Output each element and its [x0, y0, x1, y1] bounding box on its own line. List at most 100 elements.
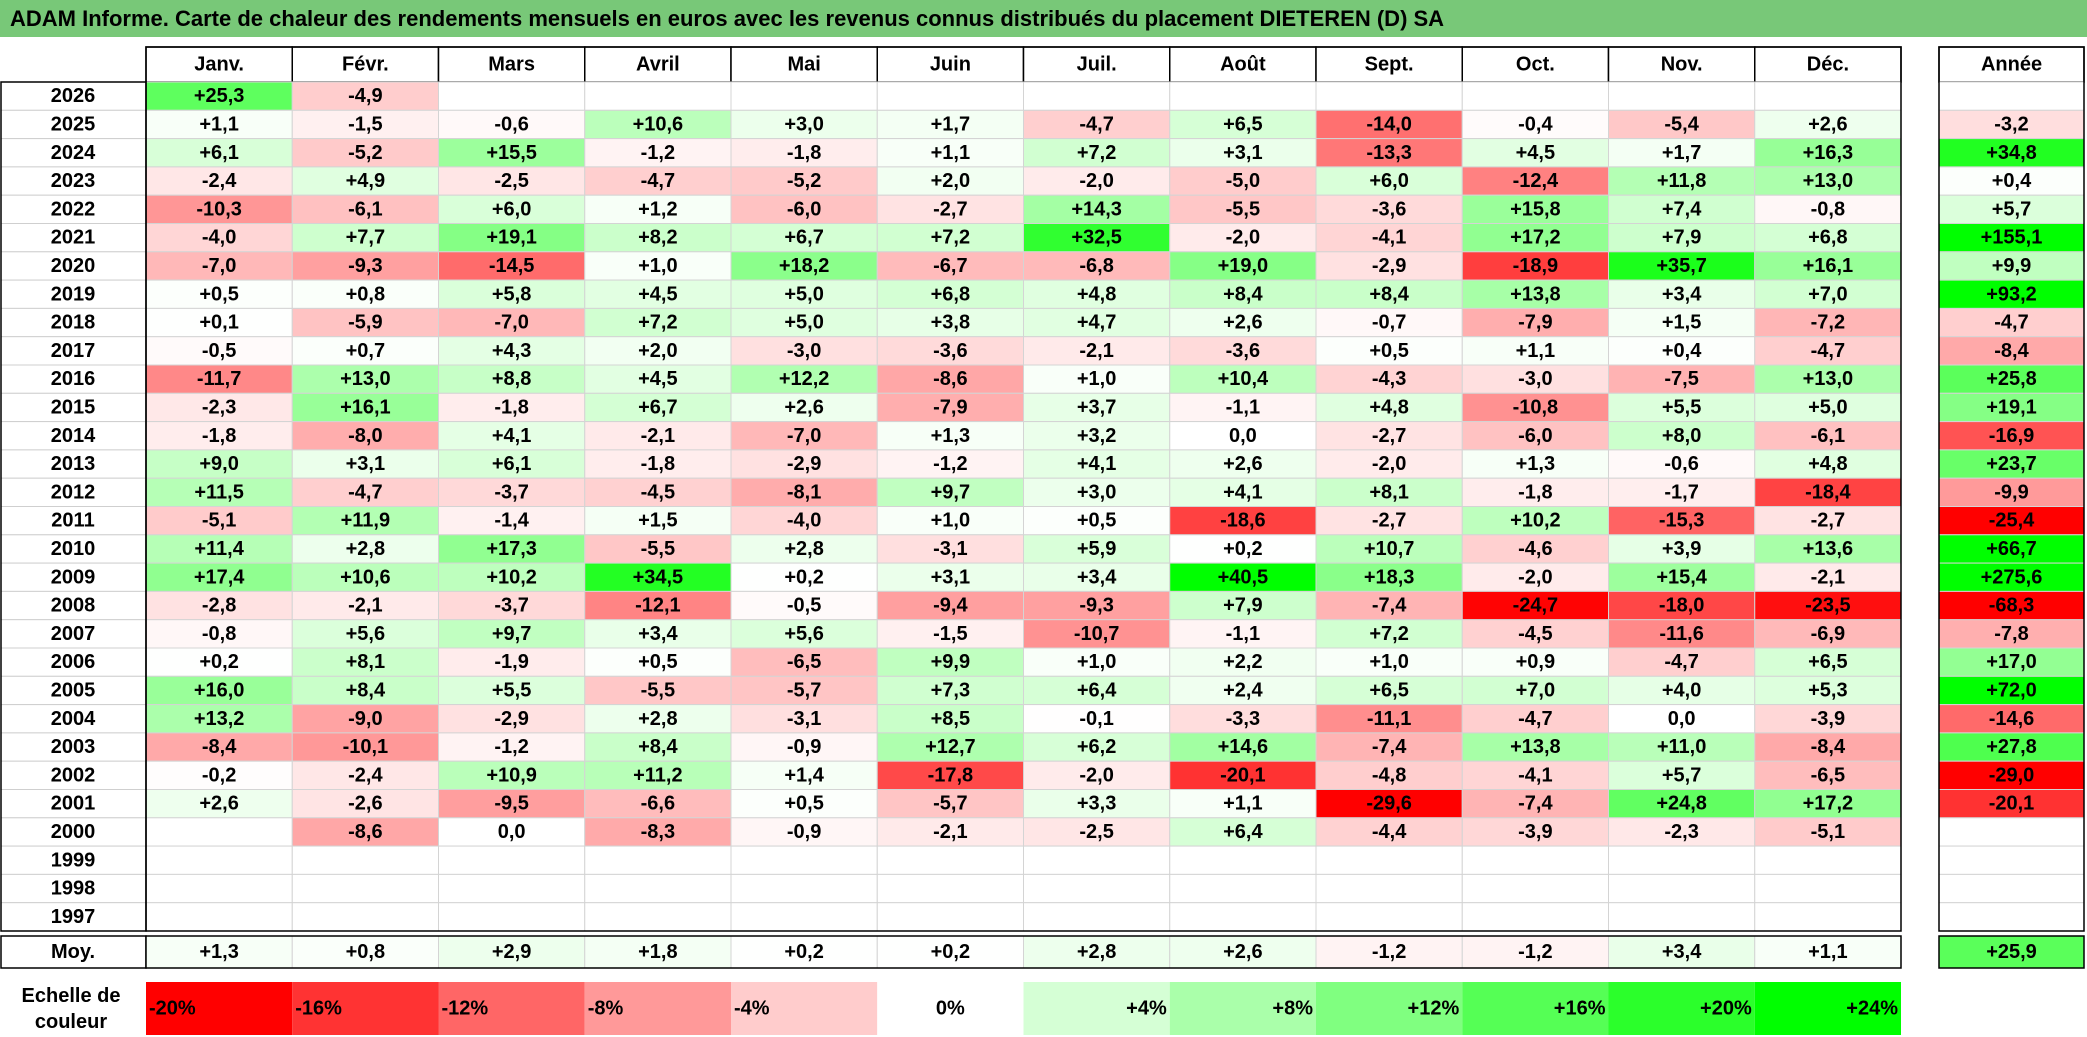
year-label: 2012	[51, 481, 96, 503]
heatmap-cell	[1315, 902, 1463, 932]
scale-step-label: -4%	[734, 998, 770, 1020]
year-cell	[0, 619, 147, 649]
cell-value: -0,6	[494, 113, 528, 135]
cell-value: -8,4	[1811, 736, 1846, 758]
heatmap-cell	[145, 109, 293, 140]
cell-value: +16,1	[1803, 255, 1854, 277]
cell-value: +5,0	[784, 312, 823, 334]
heatmap-cell	[1023, 506, 1171, 536]
cell-value: +16,0	[194, 679, 245, 701]
cell-value: +4,7	[1077, 312, 1116, 334]
cell-value: -0,7	[1372, 312, 1406, 334]
cell-value: +3,1	[346, 453, 385, 475]
heatmap-cell	[1169, 789, 1317, 819]
heatmap-cell	[876, 251, 1024, 281]
heatmap-cell	[438, 194, 586, 224]
annual-cell	[1938, 817, 2085, 847]
cell-value: -6,1	[1811, 425, 1845, 447]
cell-value: -2,1	[1811, 566, 1845, 588]
annual-value: +25,8	[1986, 368, 2037, 390]
cell-value: +1,0	[638, 255, 677, 277]
heatmap-cell	[730, 421, 878, 451]
year-label: 2018	[51, 312, 96, 334]
heatmap-cell	[876, 307, 1024, 338]
year-label: 2019	[51, 283, 96, 305]
cell-value: +6,0	[1369, 170, 1408, 192]
average-row-border	[145, 935, 1902, 969]
month-header-cell	[876, 46, 1025, 83]
year-label: 2005	[51, 679, 96, 701]
cell-value: +13,0	[1803, 368, 1854, 390]
cell-value: -7,4	[1518, 793, 1553, 815]
heatmap-cell	[1754, 307, 1902, 338]
heatmap-cell	[145, 789, 293, 819]
heatmap-cell	[730, 279, 878, 309]
month-header: Janv.	[194, 54, 244, 76]
cell-value: -7,2	[1811, 312, 1845, 334]
heatmap-cell	[291, 421, 439, 451]
cell-value: +0,5	[1077, 510, 1116, 532]
heatmap-cell	[584, 138, 732, 168]
cell-value: +7,2	[638, 312, 677, 334]
month-header-cell	[1461, 46, 1610, 83]
cell-value: -4,7	[348, 481, 382, 503]
cell-value: -1,2	[494, 736, 528, 758]
annual-value: +19,1	[1986, 396, 2037, 418]
month-header: Juin	[930, 54, 971, 76]
cell-value: +3,8	[931, 312, 970, 334]
cell-value: +3,0	[784, 113, 823, 135]
year-label: 2006	[51, 651, 96, 673]
cell-value: +3,0	[1077, 481, 1116, 503]
year-label: 2011	[51, 510, 94, 532]
cell-value: +1,7	[1662, 142, 1701, 164]
cell-value: -2,0	[1518, 566, 1552, 588]
annual-cell	[1938, 902, 2085, 932]
cell-value: +10,9	[486, 764, 537, 786]
annual-cell	[1938, 619, 2085, 649]
cell-value: +6,2	[1077, 736, 1116, 758]
heatmap-cell	[730, 902, 878, 932]
heatmap-cell	[730, 81, 878, 111]
year-cell	[0, 704, 147, 734]
heatmap-cell	[730, 477, 878, 508]
heatmap-cell	[1608, 760, 1756, 791]
cell-value: +4,0	[1662, 679, 1701, 701]
heatmap-cell	[438, 732, 586, 762]
cell-value: +1,3	[931, 425, 970, 447]
heatmap-cell	[1754, 251, 1902, 281]
heatmap-cell	[291, 647, 439, 677]
heatmap-cell	[584, 506, 732, 536]
scale-step-label: +8%	[1272, 998, 1313, 1020]
annual-value: -68,3	[1989, 595, 2035, 617]
heatmap-cell	[730, 845, 878, 875]
average-value: -1,2	[1518, 941, 1552, 963]
cell-value: +15,8	[1510, 198, 1561, 220]
heatmap-cell	[876, 421, 1024, 451]
scale-swatch	[292, 982, 439, 1035]
cell-value: +8,2	[638, 227, 677, 249]
cell-value: +2,6	[784, 396, 823, 418]
heatmap-cell	[1315, 364, 1463, 394]
cell-value: -15,3	[1659, 510, 1705, 532]
heatmap-cell	[1754, 421, 1902, 451]
cell-value: +2,6	[1808, 113, 1847, 135]
heatmap-cell	[1169, 590, 1317, 621]
cell-value: +8,0	[1662, 425, 1701, 447]
year-cell	[0, 675, 147, 706]
cell-value: 0,0	[1668, 708, 1696, 730]
year-label: 1998	[51, 878, 96, 900]
heatmap-cell	[1461, 251, 1609, 281]
cell-value: -5,5	[641, 538, 675, 560]
cell-value: -10,7	[1074, 623, 1120, 645]
cell-value: -6,0	[787, 198, 821, 220]
annual-border	[1938, 46, 2085, 932]
cell-value: -3,1	[933, 538, 967, 560]
cell-value: -7,0	[494, 312, 528, 334]
average-cell	[291, 935, 439, 969]
heatmap-cell	[1754, 392, 1902, 423]
heatmap-cell	[584, 590, 732, 621]
cell-value: +6,7	[638, 396, 677, 418]
annual-cell	[1938, 789, 2085, 819]
heatmap-cell	[584, 449, 732, 479]
heatmap-cell	[1754, 845, 1902, 875]
